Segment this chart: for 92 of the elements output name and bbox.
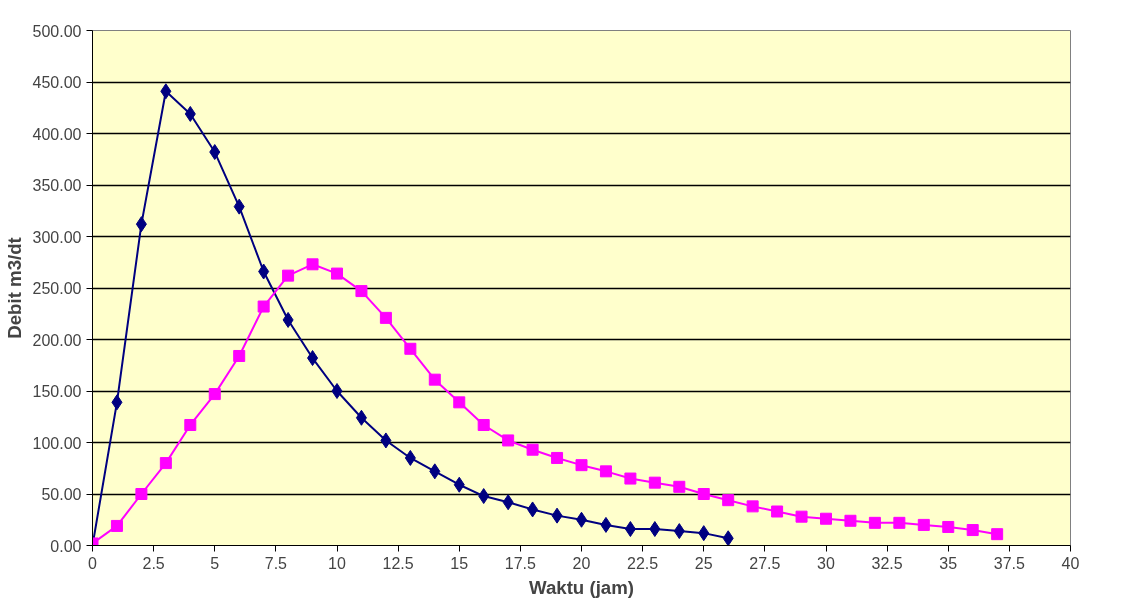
point xyxy=(722,530,734,546)
point xyxy=(600,516,612,533)
point xyxy=(160,83,172,100)
point xyxy=(184,418,197,431)
x-tick-label: 37.5 xyxy=(993,554,1026,572)
y-tick-label: 200.00 xyxy=(32,331,82,349)
point xyxy=(282,311,294,328)
point xyxy=(428,373,441,386)
point xyxy=(282,269,295,282)
point xyxy=(722,494,735,507)
point xyxy=(331,267,343,280)
point xyxy=(551,507,563,524)
point xyxy=(575,459,588,472)
point xyxy=(331,383,343,399)
point xyxy=(111,394,123,411)
x-tick-label: 5 xyxy=(210,554,220,572)
point xyxy=(380,432,392,449)
point xyxy=(453,396,466,409)
point xyxy=(966,524,979,537)
point xyxy=(208,388,221,401)
point xyxy=(746,500,759,513)
point xyxy=(404,449,416,466)
point xyxy=(893,516,906,529)
point xyxy=(868,516,881,529)
point xyxy=(209,144,221,161)
point xyxy=(379,311,392,324)
point xyxy=(820,512,832,525)
point xyxy=(478,488,490,505)
point xyxy=(527,501,539,518)
y-tick-label: 350.00 xyxy=(32,177,82,194)
point xyxy=(135,216,147,233)
point xyxy=(624,472,637,485)
point xyxy=(844,514,857,527)
point xyxy=(307,350,319,367)
y-tick-label: 400.00 xyxy=(32,125,82,143)
x-tick-label: 2.5 xyxy=(142,554,165,572)
x-tick-label: 40 xyxy=(1061,554,1080,572)
point xyxy=(502,494,514,511)
y-tick-label: 0.00 xyxy=(50,537,82,555)
point xyxy=(306,258,319,271)
x-tick-label: 12.5 xyxy=(382,554,414,572)
x-tick-label: 27.5 xyxy=(749,554,781,572)
y-axis-title: Debit m3/dt xyxy=(3,237,25,339)
point xyxy=(159,457,172,470)
point xyxy=(233,349,246,362)
x-tick-label: 25 xyxy=(694,554,713,572)
point xyxy=(673,480,686,493)
x-tick-label: 10 xyxy=(328,554,346,572)
point xyxy=(429,463,441,480)
point xyxy=(355,409,367,426)
x-tick-label: 32.5 xyxy=(871,554,903,572)
point xyxy=(135,488,148,500)
point xyxy=(526,443,539,456)
x-tick-label: 7.5 xyxy=(264,554,288,572)
point xyxy=(648,476,661,489)
point xyxy=(110,519,123,532)
y-tick-label: 500.00 xyxy=(32,22,82,40)
x-tick-label: 15 xyxy=(450,554,469,572)
point xyxy=(795,510,808,523)
x-tick-label: 22.5 xyxy=(627,554,659,572)
point xyxy=(599,465,612,478)
point xyxy=(453,476,465,493)
point xyxy=(551,451,564,464)
point xyxy=(624,521,636,538)
x-tick-label: 17.5 xyxy=(504,554,537,572)
x-tick-label: 35 xyxy=(939,554,958,572)
x-tick-label: 30 xyxy=(817,554,835,572)
point xyxy=(698,525,710,542)
point xyxy=(649,521,661,538)
y-tick-label: 250.00 xyxy=(32,280,82,297)
point xyxy=(697,488,710,500)
y-tick-label: 100.00 xyxy=(32,434,82,452)
point xyxy=(258,263,270,280)
point xyxy=(942,520,955,533)
y-tick-label: 150.00 xyxy=(32,383,82,400)
point xyxy=(502,434,515,447)
x-tick-label: 0 xyxy=(88,554,98,572)
point xyxy=(771,505,784,518)
point xyxy=(477,418,490,431)
point xyxy=(991,528,1004,541)
y-tick-label: 50.00 xyxy=(41,486,82,503)
x-axis-title: Waktu (jam) xyxy=(528,576,635,598)
y-tick-label: 450.00 xyxy=(32,74,82,91)
y-tick-label: 300.00 xyxy=(32,228,82,246)
point xyxy=(917,518,930,531)
point xyxy=(184,105,196,122)
point xyxy=(404,342,417,355)
point xyxy=(355,285,368,298)
point xyxy=(673,523,685,540)
point xyxy=(257,300,270,313)
point xyxy=(233,198,245,215)
x-tick-label: 20 xyxy=(572,554,591,572)
